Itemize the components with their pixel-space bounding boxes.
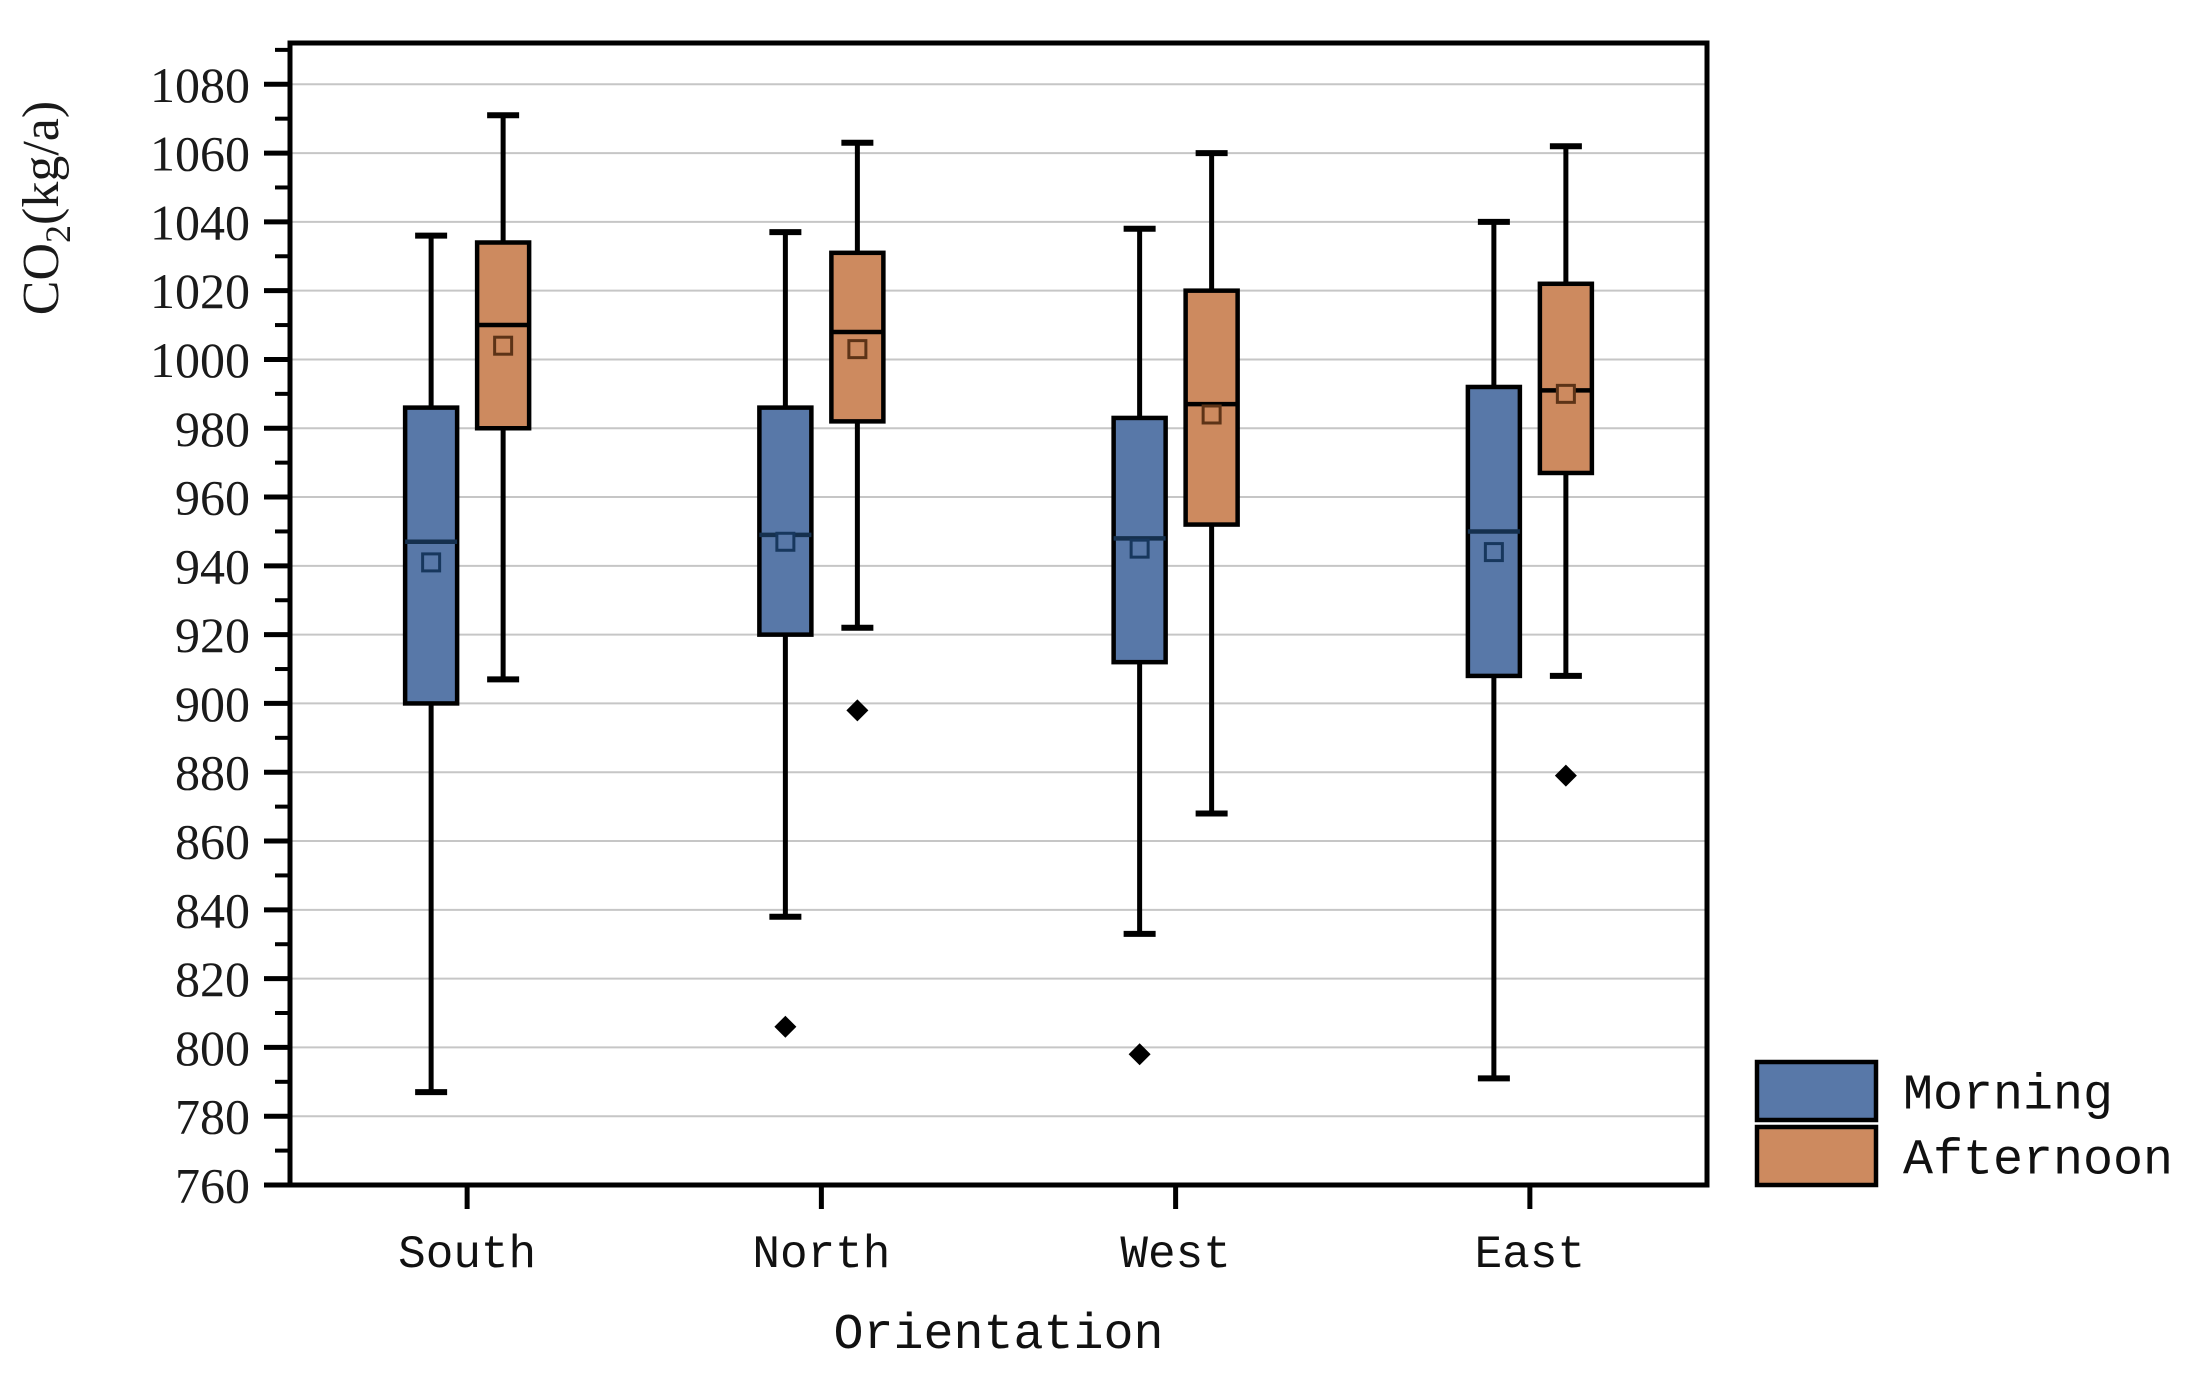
y-tick-label-760: 760 — [175, 1158, 250, 1214]
x-tick-label-south: South — [398, 1229, 536, 1281]
box-group-afternoon-east — [1537, 143, 1595, 787]
y-tick-label-1020: 1020 — [150, 263, 250, 319]
y-tick-label-1080: 1080 — [150, 57, 250, 113]
box-rect-afternoon-east — [1537, 281, 1595, 476]
mean-marker-afternoon-west — [1201, 404, 1222, 425]
box-group-afternoon-west — [1183, 150, 1240, 817]
y-tick-label-880: 880 — [175, 745, 250, 801]
x-axis-title: Orientation — [833, 1307, 1163, 1364]
outlier-marker-afternoon-north-0 — [846, 699, 869, 722]
y-tick-label-900: 900 — [175, 676, 250, 732]
mean-marker-afternoon-south — [493, 335, 514, 356]
box-group-morning-north — [757, 229, 814, 1038]
box-rect-afternoon-south — [474, 240, 532, 431]
box-group-afternoon-south — [474, 112, 532, 683]
y-tick-label-920: 920 — [175, 607, 250, 663]
x-tick-label-east: East — [1475, 1229, 1585, 1281]
mean-marker-morning-north — [775, 531, 796, 552]
mean-marker-morning-east — [1483, 542, 1504, 563]
x-tick-label-west: West — [1120, 1229, 1230, 1281]
y-tick-label-1060: 1060 — [150, 126, 250, 182]
box-group-afternoon-north — [829, 139, 886, 722]
box-group-morning-south — [402, 232, 460, 1096]
y-tick-label-820: 820 — [175, 951, 250, 1007]
box-group-morning-east — [1465, 218, 1523, 1082]
y-tick-label-960: 960 — [175, 470, 250, 526]
y-tick-label-800: 800 — [175, 1020, 250, 1076]
x-tick-label-north: North — [752, 1229, 890, 1281]
y-tick-label-980: 980 — [175, 401, 250, 457]
mean-marker-afternoon-north — [847, 339, 868, 360]
box-group-morning-west — [1111, 225, 1168, 1066]
legend-label-afternoon: Afternoon — [1903, 1133, 2173, 1190]
plot-area-border — [287, 40, 1710, 1188]
y-tick-label-860: 860 — [175, 814, 250, 870]
box-rect-morning-north — [757, 405, 814, 637]
outlier-marker-morning-north-0 — [774, 1015, 797, 1038]
outlier-marker-afternoon-east-0 — [1554, 764, 1577, 787]
legend-swatch-morning — [1754, 1059, 1879, 1123]
legend: Morning Afternoon — [1754, 1059, 2173, 1190]
y-tick-label-1040: 1040 — [150, 194, 250, 250]
y-tick-label-840: 840 — [175, 882, 250, 938]
y-tick-label-780: 780 — [175, 1089, 250, 1145]
legend-label-morning: Morning — [1903, 1068, 2113, 1125]
legend-swatch-afternoon — [1754, 1124, 1879, 1188]
y-tick-label-940: 940 — [175, 538, 250, 594]
mean-marker-afternoon-east — [1555, 383, 1576, 404]
outlier-marker-morning-west-0 — [1128, 1043, 1151, 1066]
y-tick-label-1000: 1000 — [150, 332, 250, 388]
y-axis-title: CO2(kg/a) — [13, 101, 78, 315]
mean-marker-morning-west — [1129, 538, 1150, 559]
box-rect-afternoon-north — [829, 250, 886, 424]
mean-marker-morning-south — [421, 552, 442, 573]
